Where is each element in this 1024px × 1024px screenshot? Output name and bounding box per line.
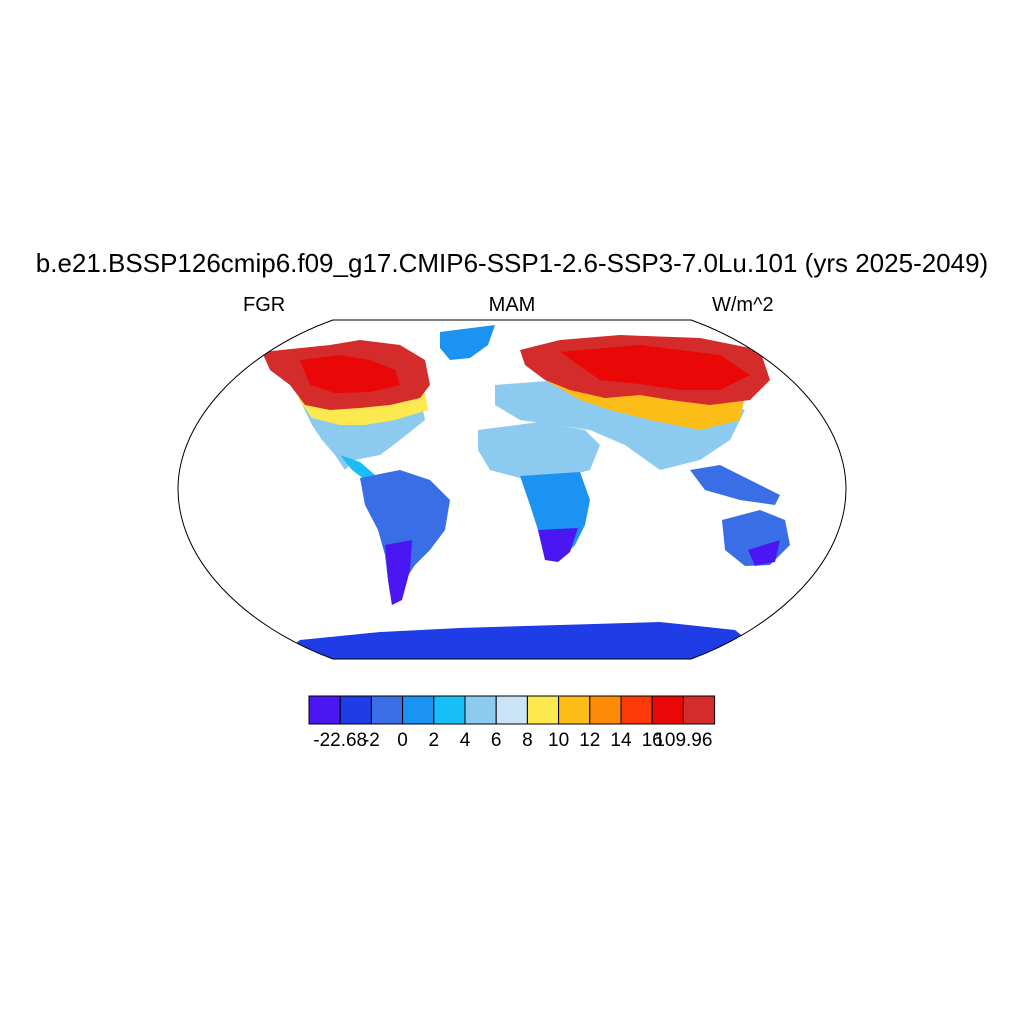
- southern-africa: [538, 528, 578, 562]
- colorbar-tick-label: 2: [428, 730, 440, 751]
- greenland: [440, 325, 495, 360]
- colorbar-tick-label: 8: [522, 730, 533, 751]
- colorbar: [308, 695, 716, 725]
- africa-north: [478, 422, 600, 478]
- north-america-red: [300, 355, 400, 393]
- colorbar-swatch: [682, 695, 716, 725]
- colorbar-swatch: [433, 695, 466, 725]
- colorbar-swatch: [620, 695, 653, 725]
- colorbar-tick-label: 16: [641, 730, 663, 751]
- globe-outline: [177, 319, 847, 660]
- colorbar-swatch: [651, 695, 684, 725]
- variable-name: FGR: [243, 294, 286, 316]
- season-label: MAM: [488, 294, 536, 316]
- colorbar-tick-label: 109.96: [654, 730, 713, 751]
- eurasia-red: [560, 345, 750, 390]
- south-america: [360, 470, 450, 605]
- colorbar-swatch: [526, 695, 560, 725]
- colorbar-tick-label: -22.68: [313, 730, 368, 751]
- colorbar-swatch: [370, 695, 404, 725]
- maritime-asia: [690, 465, 780, 505]
- colorbar-swatch: [464, 695, 497, 725]
- colorbar-swatch: [308, 695, 341, 725]
- colorbar-tick-label: 10: [548, 730, 570, 751]
- map-title: b.e21.BSSP126cmip6.f09_g17.CMIP6-SSP1-2.…: [35, 248, 989, 278]
- colorbar-swatch: [495, 695, 528, 725]
- colorbar-swatch: [589, 695, 622, 725]
- colorbar-tick-label: -2: [362, 730, 380, 751]
- antarctica: [290, 622, 760, 659]
- colorbar-swatch: [558, 695, 591, 725]
- south-america-south: [385, 540, 412, 605]
- units-label: W/m^2: [712, 294, 774, 316]
- australia-east: [748, 540, 780, 566]
- colorbar-swatch: [339, 695, 372, 725]
- colorbar-tick-label: 12: [579, 730, 601, 751]
- colorbar-tick-label: 4: [459, 730, 471, 751]
- colorbar-tick-label: 6: [490, 730, 502, 751]
- colorbar-tick-label: 0: [397, 730, 408, 751]
- land-fields: [262, 325, 790, 659]
- colorbar-tick-label: 14: [610, 730, 632, 751]
- colorbar-swatch: [402, 695, 435, 725]
